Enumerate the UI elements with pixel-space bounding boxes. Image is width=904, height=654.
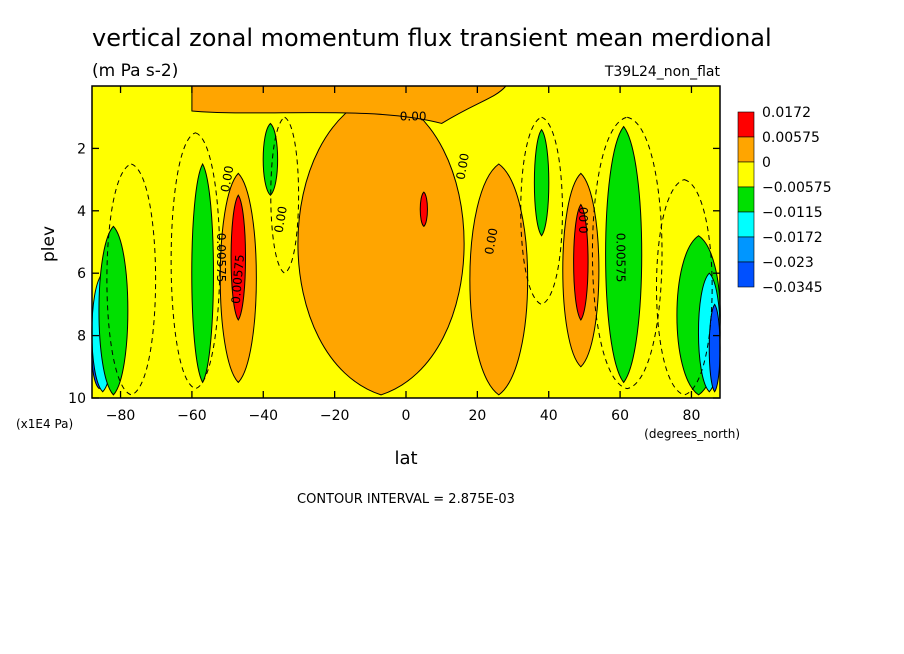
colorbar-swatch: [737, 211, 755, 238]
x-tick-label: −20: [320, 408, 350, 424]
x-axis-units: (degrees_north): [644, 427, 740, 441]
region-nh-green-upper: [533, 128, 550, 237]
contour-label: 0.00: [218, 165, 236, 194]
colorbar-label: −0.0115: [762, 205, 823, 221]
contour-label: 0.00575: [614, 233, 628, 283]
y-tick-label: 10: [68, 391, 86, 407]
colorbar-label: 0.00575: [762, 130, 820, 146]
colorbar-swatch: [737, 111, 755, 138]
x-axis: −80 −60 −40 −20 0 20 40 60 80: [106, 86, 701, 424]
region-nh-red-jet: [573, 203, 589, 321]
contour-regions: [91, 85, 721, 396]
colorbar-swatch: [737, 261, 755, 288]
region-nh-orange-sub: [469, 163, 529, 396]
contour-label: 0.00: [400, 109, 427, 123]
x-tick-label: 60: [611, 408, 629, 424]
y-tick-label: 4: [77, 204, 86, 220]
contour-label: 0.00: [454, 152, 472, 181]
y-axis: 2 4 6 8 10: [68, 141, 720, 407]
y-tick-label: 8: [77, 329, 86, 345]
y-axis-label: plev: [39, 226, 59, 262]
contour-label: 0.00: [272, 205, 290, 234]
negative-contour-4: [592, 116, 663, 390]
y-tick-label: 2: [77, 141, 86, 157]
contour-label: 0.00575: [229, 254, 247, 305]
colorbar-label: 0.0172: [762, 105, 811, 121]
y-tick-label: 6: [77, 266, 86, 282]
colorbar-swatch: [737, 136, 755, 163]
x-tick-label: −40: [248, 408, 278, 424]
x-tick-label: 40: [540, 408, 558, 424]
x-tick-label: 20: [468, 408, 486, 424]
region-eq-orange: [297, 91, 465, 396]
chart-subtitle: (m Pa s-2): [92, 61, 178, 81]
region-nh-green-mid: [605, 125, 643, 384]
colorbar-label: −0.023: [762, 255, 814, 271]
negative-contour-2: [270, 116, 300, 274]
chart-title: vertical zonal momentum flux transient m…: [92, 24, 772, 52]
negative-contour-3: [520, 116, 563, 305]
region-eq-red-spot: [419, 191, 428, 228]
colorbar-swatch: [737, 186, 755, 213]
contour-label: 0.00575: [214, 233, 228, 283]
region-sh-red-jet: [230, 194, 247, 321]
colorbar-label: −0.0172: [762, 230, 823, 246]
colorbar-legend: 0.0172 0.00575 0 −0.00575 −0.0115 −0.0172 −0.0…: [737, 105, 832, 296]
colorbar-swatch: [737, 236, 755, 263]
contour-lines: [106, 116, 713, 396]
x-tick-label: −80: [106, 408, 136, 424]
y-axis-units: (x1E4 Pa): [16, 417, 73, 431]
x-tick-label: −60: [177, 408, 207, 424]
colorbar-swatch: [737, 161, 755, 188]
x-tick-label: 80: [683, 408, 701, 424]
region-sh-green-outer: [98, 225, 129, 396]
contour-labels: 0.000.000.00 0.000.000.000.00575 0.00575 0.…: [214, 109, 628, 304]
contour-label: 0.00: [577, 207, 591, 234]
region-top-orange: [191, 85, 507, 124]
x-tick-label: 0: [402, 408, 411, 424]
colorbar-label: 0: [762, 155, 771, 171]
x-axis-label: lat: [394, 448, 417, 469]
colorbar-label: −0.0345: [762, 280, 823, 296]
region-sh-green-upper: [262, 122, 279, 196]
colorbar-label: −0.00575: [762, 180, 832, 196]
contour-label: 0.00: [482, 227, 500, 256]
run-label: T39L24_non_flat: [604, 64, 721, 80]
region-sh-green-mid: [191, 162, 214, 384]
contour-interval: CONTOUR INTERVAL = 2.875E-03: [297, 492, 515, 507]
negative-contour-5: [656, 179, 713, 396]
